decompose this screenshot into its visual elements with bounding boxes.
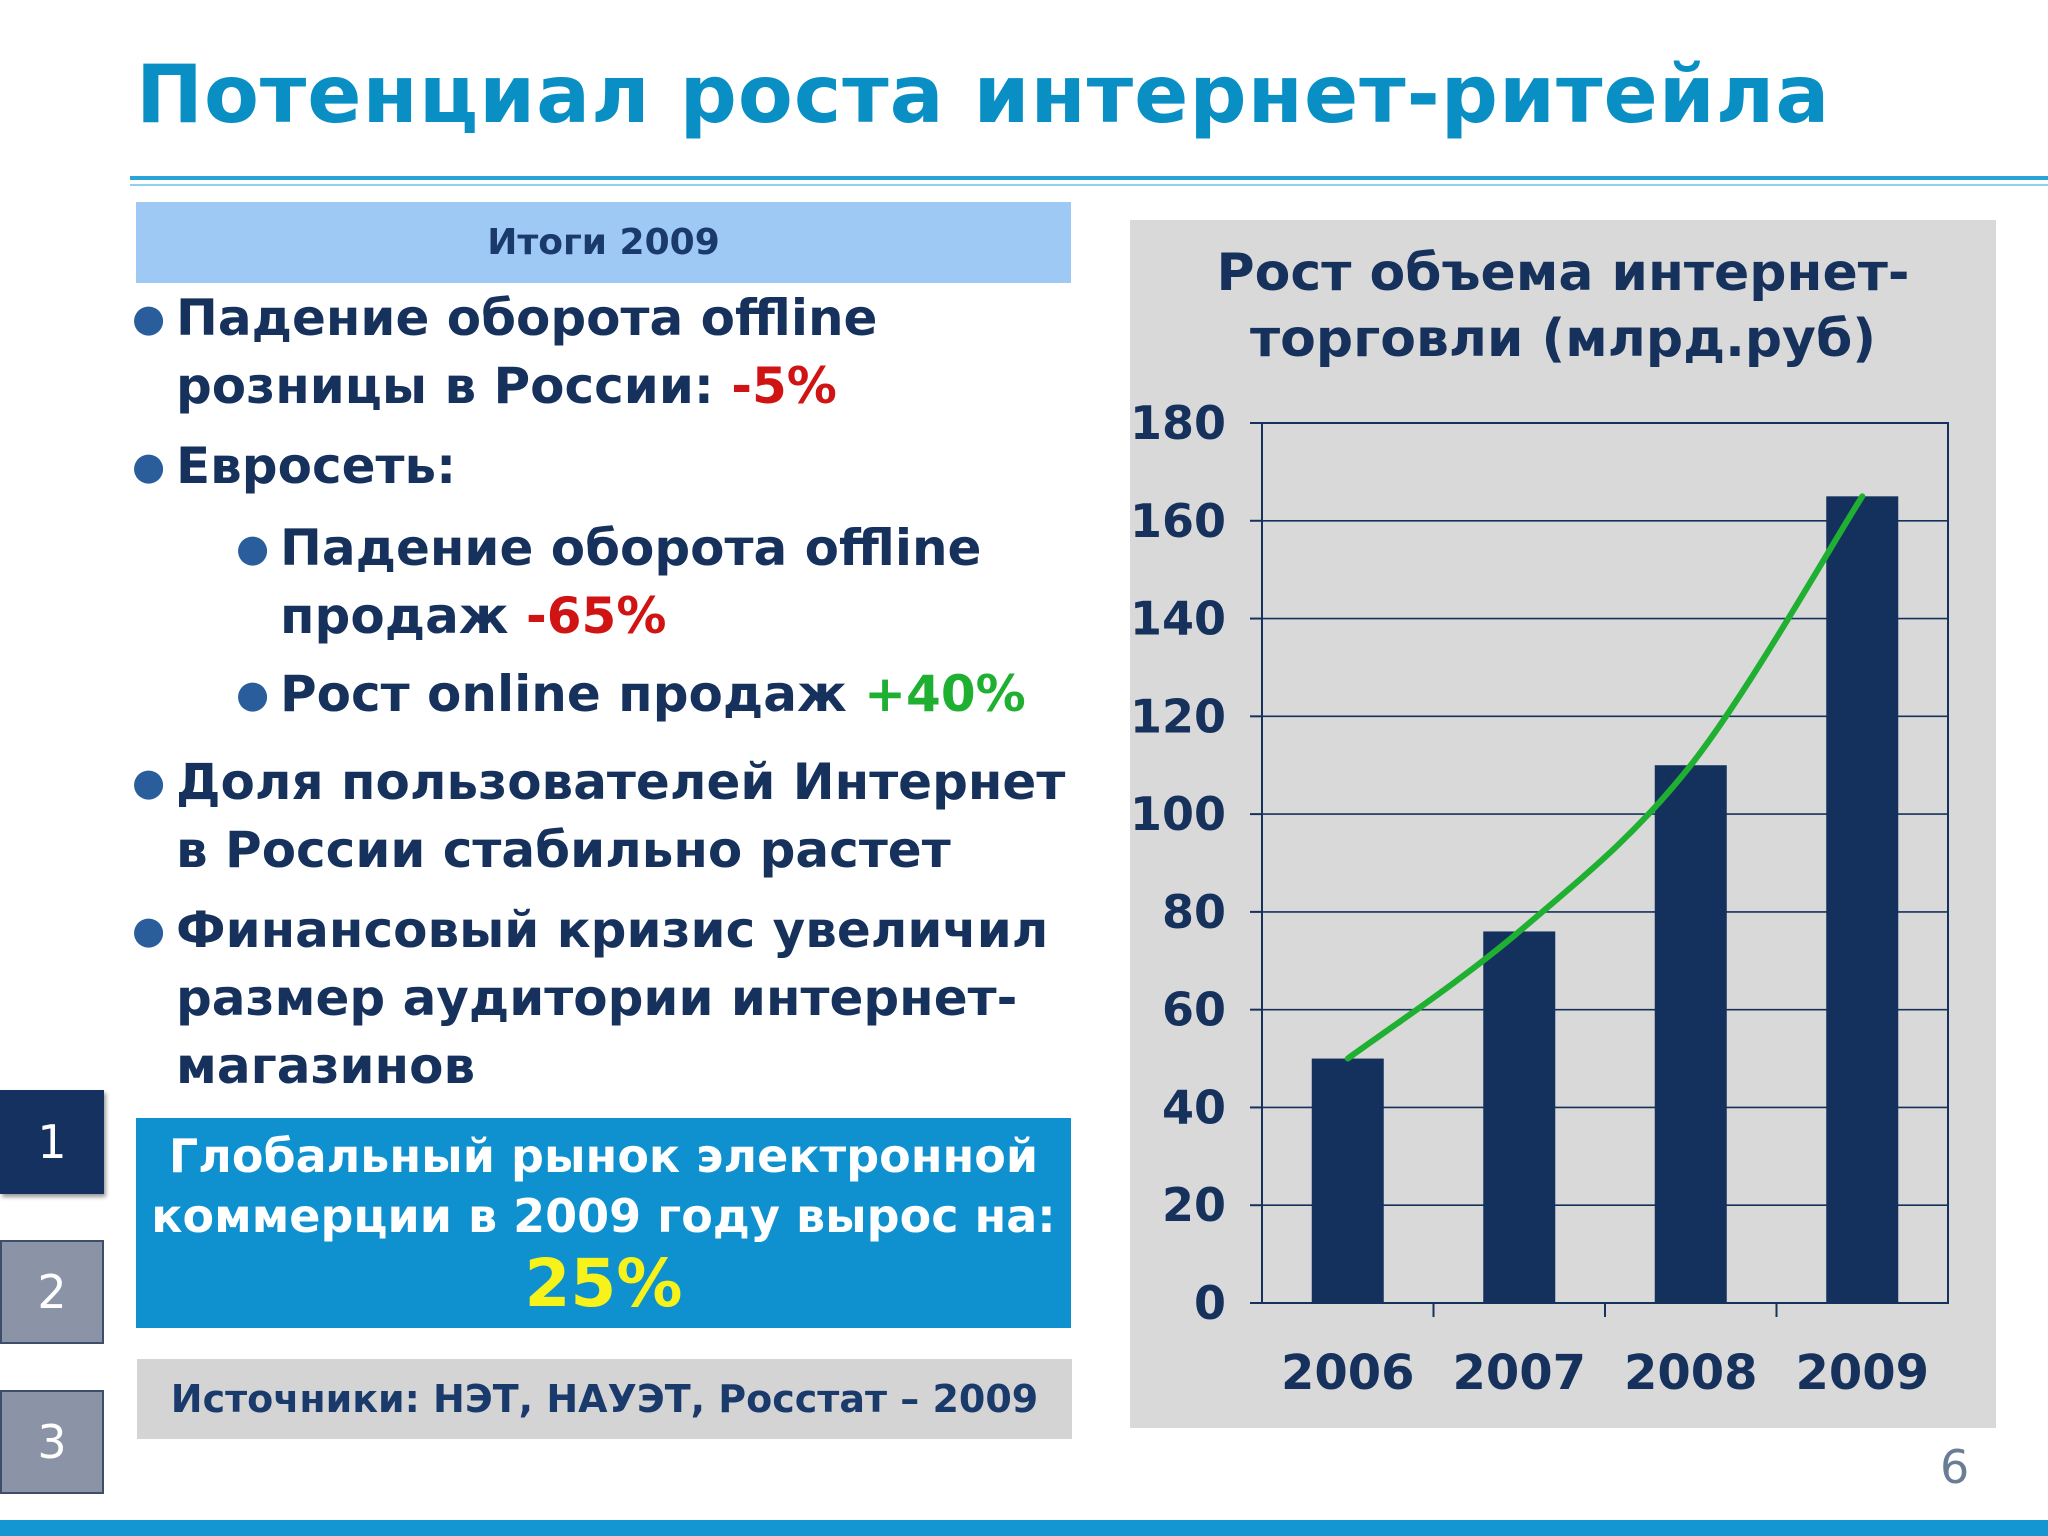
y-tick-label: 20 [1162,1178,1226,1232]
bullet-euroset-online: ● Рост online продаж +40% [236,660,1080,728]
slide-tab-2[interactable]: 2 [0,1240,104,1344]
bullet-offline-retail: ● Падение оборота offline розницы в Росс… [132,284,1056,420]
bullet-euroset: ● Евросеть: [132,432,456,500]
bullet-euroset-offline: ● Падение оборота offline продаж -65% [236,514,1040,650]
global-market-text: Глобальный рынок электронной коммерции в… [151,1129,1056,1243]
bullet-dot-icon: ● [236,672,270,716]
footer-bar [0,1520,2048,1536]
bullet-dot-icon: ● [132,908,166,952]
bullet-financial-crisis: ● Финансовый кризис увеличил размер ауди… [132,896,1076,1100]
y-tick-label: 100 [1130,787,1226,841]
bar-2009 [1826,496,1899,1303]
y-tick-label: 180 [1130,396,1226,450]
title-divider-thin [130,184,2048,186]
bullet-dot-icon: ● [236,526,270,570]
bar-2008 [1654,765,1727,1303]
x-tick-label: 2006 [1281,1345,1415,1401]
y-tick-label: 0 [1194,1276,1226,1330]
offline-retail-value: -5% [731,357,837,415]
summary-header: Итоги 2009 [136,202,1071,283]
euroset-online-value: +40% [864,665,1026,723]
bar-2007 [1483,931,1556,1303]
sources-note: Источники: НЭТ, НАУЭТ, Росстат – 2009 [137,1359,1072,1439]
y-tick-label: 140 [1130,592,1226,646]
bullet-dot-icon: ● [132,444,166,488]
global-market-box: Глобальный рынок электронной коммерции в… [136,1118,1071,1328]
x-tick-label: 2009 [1795,1345,1929,1401]
bar-2006 [1311,1058,1384,1303]
page-title: Потенциал роста интернет-ритейла [136,48,1831,141]
slide-tab-1[interactable]: 1 [0,1090,104,1194]
bullet-internet-users: ● Доля пользователей Интернет в России с… [132,748,1076,884]
chart-title: Рост объема интернет-торговли (млрд.руб) [1216,243,1910,369]
y-tick-label: 40 [1162,1080,1226,1134]
y-tick-label: 120 [1130,689,1226,743]
title-divider [130,176,2048,180]
bullet-dot-icon: ● [132,760,166,804]
euroset-offline-value: -65% [526,587,667,645]
x-tick-label: 2007 [1452,1345,1586,1401]
global-market-value: 25% [524,1245,683,1322]
page-number: 6 [1940,1440,1970,1494]
y-tick-label: 80 [1162,885,1226,939]
y-tick-label: 60 [1162,983,1226,1037]
y-tick-label: 160 [1130,494,1226,548]
slide-tab-3[interactable]: 3 [0,1390,104,1494]
trend-curve [1344,493,1866,1062]
x-tick-label: 2008 [1624,1345,1758,1401]
bullet-dot-icon: ● [132,296,166,340]
